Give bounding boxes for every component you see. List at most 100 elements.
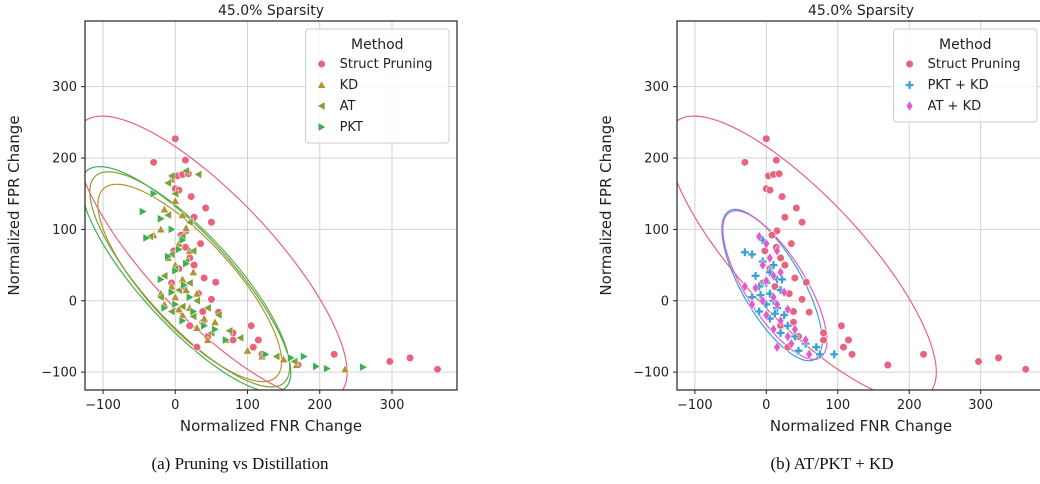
point-pkt-kd [794, 346, 803, 356]
point-at-kd [769, 323, 778, 335]
legend-box [305, 28, 450, 144]
point-kd [242, 346, 253, 355]
legend-label-at: AT [340, 99, 356, 114]
point-kd [203, 335, 213, 344]
series-at [145, 166, 299, 367]
point-pkt-kd [790, 332, 800, 341]
point-struct-pruning [405, 353, 415, 362]
legend-marker-struct-pruning [317, 59, 326, 69]
legend-marker-pkt [317, 122, 327, 132]
point-kd [199, 313, 209, 323]
point-pkt-kd [740, 247, 750, 257]
x-axis-label: Normalized FNR Change [180, 417, 362, 435]
point-struct-pruning [974, 357, 983, 366]
point-struct-pruning [847, 350, 857, 359]
y-tick-label: 0 [69, 294, 77, 309]
x-tick-label: 0 [171, 398, 179, 413]
point-struct-pruning [192, 343, 202, 352]
point-pkt-kd [754, 307, 764, 316]
point-pkt [168, 287, 177, 297]
point-struct-pruning [200, 273, 209, 283]
point-pkt [139, 206, 148, 217]
point-kd [340, 364, 350, 373]
point-at-kd [769, 291, 778, 303]
point-pkt-kd [751, 271, 761, 281]
point-kd [210, 317, 220, 326]
point-at-kd [791, 323, 799, 335]
plot-area [85, 115, 442, 390]
legend: Method Struct Pruning PKT + KD AT + KD [893, 28, 1038, 123]
point-struct-pruning [777, 192, 787, 201]
point-at-kd [773, 341, 781, 353]
point-at-kd [748, 298, 756, 310]
point-pkt [186, 292, 195, 302]
point-pkt-kd [811, 342, 821, 352]
point-kd [177, 274, 188, 283]
point-kd [170, 196, 180, 205]
point-struct-pruning [802, 278, 811, 287]
point-at [224, 326, 234, 336]
x-tick-label: −100 [677, 398, 713, 413]
series-pkt [139, 189, 368, 374]
point-struct-pruning [819, 335, 828, 345]
y-tick-label: 200 [644, 152, 669, 167]
y-tick-label: 100 [52, 223, 77, 238]
x-tick-label: 200 [897, 398, 922, 413]
legend: Method Struct Pruning KD AT PKT [305, 28, 450, 144]
legend-label-kd: KD [340, 78, 359, 93]
legend-marker-pkt-kd [905, 80, 915, 90]
point-struct-pruning [762, 134, 771, 143]
series-at-kd [741, 231, 813, 360]
point-struct-pruning [1021, 365, 1030, 374]
series-kd [148, 174, 350, 373]
point-kd [181, 223, 191, 232]
point-struct-pruning [207, 295, 216, 304]
legend-label-struct-pruning: Struct Pruning [340, 57, 433, 72]
ellipse-pkt-kd [721, 208, 823, 362]
point-pkt [222, 335, 231, 345]
point-at [166, 306, 176, 317]
point-at-kd [762, 309, 770, 321]
point-pkt-kd [779, 310, 789, 320]
point-kd [177, 210, 188, 219]
point-at [170, 189, 179, 199]
point-pkt [189, 306, 199, 317]
point-struct-pruning [770, 282, 779, 291]
legend-marker-at [316, 101, 326, 111]
point-pkt-kd [769, 260, 778, 270]
figure-caption: (a) Pruning vs Distillation [151, 454, 329, 473]
point-at-kd [766, 252, 774, 264]
point-kd [174, 304, 184, 313]
point-at-kd [805, 348, 813, 360]
point-at-kd [769, 270, 778, 282]
point-at [271, 351, 281, 362]
chart-panel-1: −100 0 100 200 300 −100 0 100 200 300 45.0% Sparsi… [5, 3, 458, 473]
y-tick-label: 300 [52, 80, 77, 95]
x-tick-label: 0 [762, 398, 770, 413]
point-struct-pruning [767, 231, 777, 240]
ellipse-at [89, 171, 291, 388]
chart-title: 45.0% Sparsity [218, 3, 324, 19]
point-at [203, 303, 212, 313]
point-struct-pruning [171, 134, 180, 143]
point-pkt [182, 259, 191, 269]
point-at-kd [762, 275, 770, 287]
point-at [213, 310, 223, 320]
legend-label-pkt: PKT [340, 120, 363, 135]
point-kd [181, 285, 191, 294]
axes-frame [84, 20, 458, 391]
y-tick-label: 300 [644, 80, 669, 95]
point-at-kd [784, 303, 792, 315]
point-pkt-kd [770, 309, 780, 319]
point-struct-pruning [776, 253, 785, 263]
point-struct-pruning [775, 169, 784, 178]
x-tick-label: 100 [825, 398, 850, 413]
point-struct-pruning [839, 343, 848, 352]
point-struct-pruning [772, 156, 781, 165]
point-struct-pruning [198, 307, 207, 316]
y-tick-label: 0 [661, 294, 669, 309]
legend-marker-struct-pruning [905, 59, 914, 69]
plot-area [677, 115, 1030, 390]
point-at-kd [759, 259, 767, 271]
ellipse-struct-pruning [677, 115, 937, 390]
